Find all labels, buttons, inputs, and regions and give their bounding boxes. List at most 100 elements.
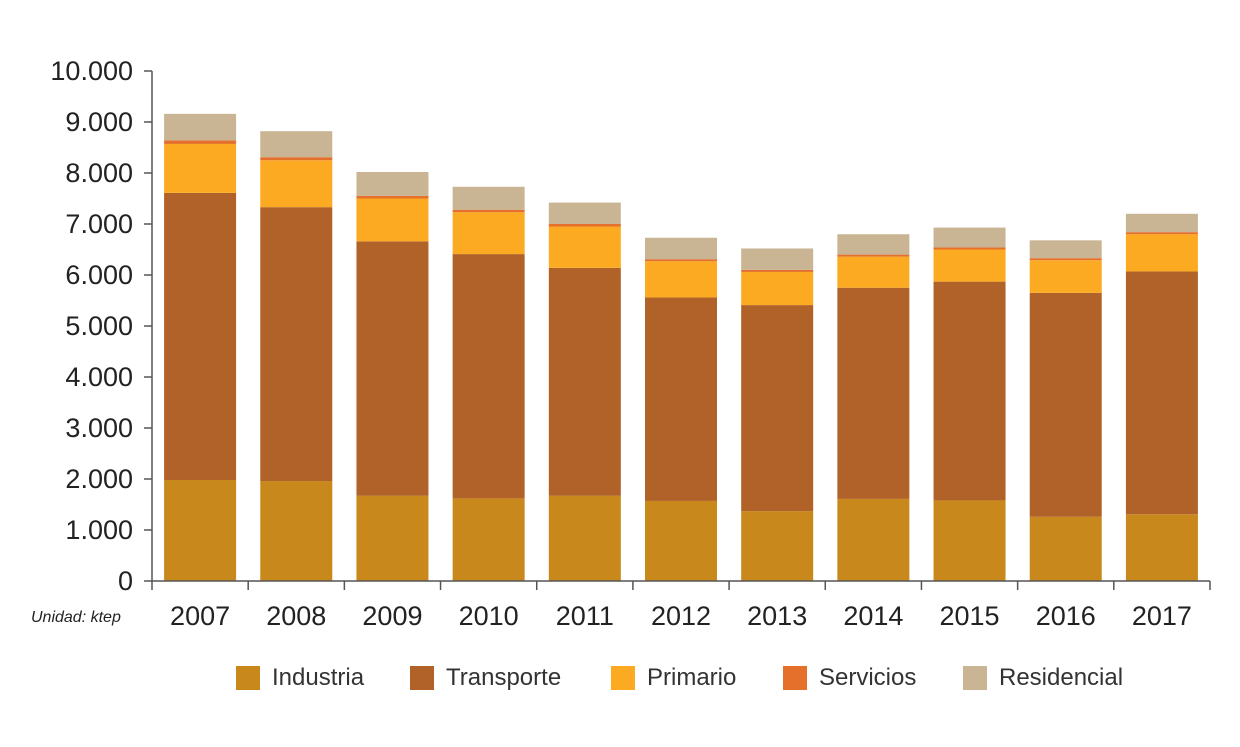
bar-residencial-2009	[356, 171, 429, 196]
legend-label: Primario	[647, 664, 737, 691]
legend-item-servicios: Servicios	[783, 660, 916, 696]
bar-primario-2012	[645, 261, 717, 298]
bar-stack-2015	[933, 227, 1006, 581]
bar-servicios-2016	[1029, 258, 1102, 261]
y-tick-label: 9.000	[65, 107, 133, 137]
bar-primario-2008	[260, 160, 333, 208]
bar-residencial-2014	[837, 234, 910, 255]
legend-item-primario: Primario	[611, 660, 736, 696]
y-tick-label: 8.000	[65, 158, 133, 188]
bar-transporte-2014	[837, 287, 910, 499]
bar-servicios-2007	[164, 140, 237, 144]
y-tick-label: 4.000	[65, 362, 133, 392]
y-tick-label: 3.000	[65, 413, 133, 443]
legend-swatch	[410, 666, 434, 690]
legend-swatch	[963, 666, 987, 690]
legend-swatch	[611, 666, 635, 690]
bar-industria-2010	[452, 498, 525, 581]
bar-primario-2010	[452, 212, 525, 255]
bar-industria-2011	[548, 495, 621, 581]
legend: Industria Transporte Primario Servicios Resi…	[0, 660, 1240, 696]
unit-label: Unidad: ktep	[31, 609, 121, 626]
legend-label: Servicios	[819, 664, 917, 691]
bar-industria-2013	[741, 511, 814, 581]
bar-primario-2009	[356, 198, 429, 242]
bar-residencial-2007	[164, 113, 237, 141]
bar-stack-2009	[356, 171, 429, 581]
bar-residencial-2015	[933, 227, 1006, 248]
bar-servicios-2013	[741, 269, 814, 272]
bar-industria-2012	[645, 500, 717, 581]
bar-servicios-2014	[837, 254, 910, 257]
legend-item-industria: Industria	[236, 660, 364, 696]
legend-item-residencial: Residencial	[963, 660, 1123, 696]
bar-servicios-2010	[452, 209, 525, 213]
x-tick-label: 2012	[651, 601, 711, 631]
legend-label: Transporte	[446, 664, 562, 691]
bar-stack-2014	[837, 234, 910, 581]
bar-residencial-2016	[1029, 240, 1102, 259]
bar-stack-2010	[452, 186, 525, 581]
bar-stack-2012	[645, 237, 717, 581]
bar-industria-2007	[164, 480, 237, 581]
x-tick-label: 2009	[362, 601, 422, 631]
bar-transporte-2016	[1029, 292, 1102, 517]
plot-area	[164, 113, 1198, 581]
bar-residencial-2017	[1125, 213, 1198, 233]
x-tick-label: 2017	[1132, 601, 1192, 631]
stacked-bar-chart: 0 1.000 2.000 3.000 4.000 5.000 6.000 7.000 8.00…	[31, 56, 1211, 631]
bar-servicios-2011	[548, 224, 621, 227]
bar-stack-2017	[1125, 213, 1198, 581]
bar-stack-2011	[548, 202, 621, 581]
bar-servicios-2008	[260, 157, 333, 161]
bar-residencial-2008	[260, 131, 333, 158]
y-tick-label: 10.000	[50, 56, 133, 86]
y-tick-label: 2.000	[65, 464, 133, 494]
x-tick-label: 2010	[459, 601, 519, 631]
y-tick-label: 6.000	[65, 260, 133, 290]
x-tick-label: 2016	[1036, 601, 1096, 631]
x-tick-label: 2014	[843, 601, 903, 631]
bar-primario-2016	[1029, 260, 1102, 293]
bar-stack-2008	[260, 131, 333, 581]
bar-residencial-2010	[452, 186, 525, 210]
x-tick-label: 2015	[940, 601, 1000, 631]
bar-primario-2013	[741, 271, 814, 306]
bar-primario-2014	[837, 256, 910, 288]
bar-transporte-2017	[1125, 271, 1198, 515]
bar-servicios-2017	[1125, 232, 1198, 235]
bar-servicios-2012	[645, 259, 717, 262]
bar-industria-2009	[356, 495, 429, 581]
y-tick-label: 7.000	[65, 209, 133, 239]
bar-transporte-2009	[356, 241, 429, 496]
legend-swatch	[236, 666, 260, 690]
bar-transporte-2012	[645, 297, 717, 501]
bar-industria-2016	[1029, 516, 1102, 581]
bar-transporte-2010	[452, 254, 525, 499]
bar-stack-2013	[741, 248, 814, 581]
x-axis: 2007 2008 2009 2010 2011 2012 2013 2014 2015 2016…	[151, 580, 1211, 631]
legend-label: Residencial	[999, 664, 1124, 691]
bar-transporte-2007	[164, 192, 237, 481]
bar-primario-2007	[164, 143, 237, 193]
bar-primario-2011	[548, 226, 621, 268]
bar-stack-2007	[164, 113, 237, 581]
bar-industria-2008	[260, 481, 333, 581]
bar-residencial-2012	[645, 237, 717, 260]
x-tick-label: 2013	[747, 601, 807, 631]
legend-item-transporte: Transporte	[410, 660, 561, 696]
bar-servicios-2015	[933, 247, 1006, 250]
bar-primario-2017	[1125, 234, 1198, 272]
bar-residencial-2011	[548, 202, 621, 224]
y-tick-label: 0	[118, 566, 133, 596]
bar-stack-2016	[1029, 240, 1102, 581]
x-tick-label: 2007	[170, 601, 230, 631]
bar-residencial-2013	[741, 248, 814, 270]
bar-transporte-2015	[933, 281, 1006, 501]
bar-transporte-2013	[741, 305, 814, 512]
bar-industria-2015	[933, 500, 1006, 581]
x-tick-label: 2008	[266, 601, 326, 631]
bar-transporte-2011	[548, 267, 621, 496]
bar-industria-2017	[1125, 514, 1198, 581]
legend-label: Industria	[272, 664, 365, 691]
